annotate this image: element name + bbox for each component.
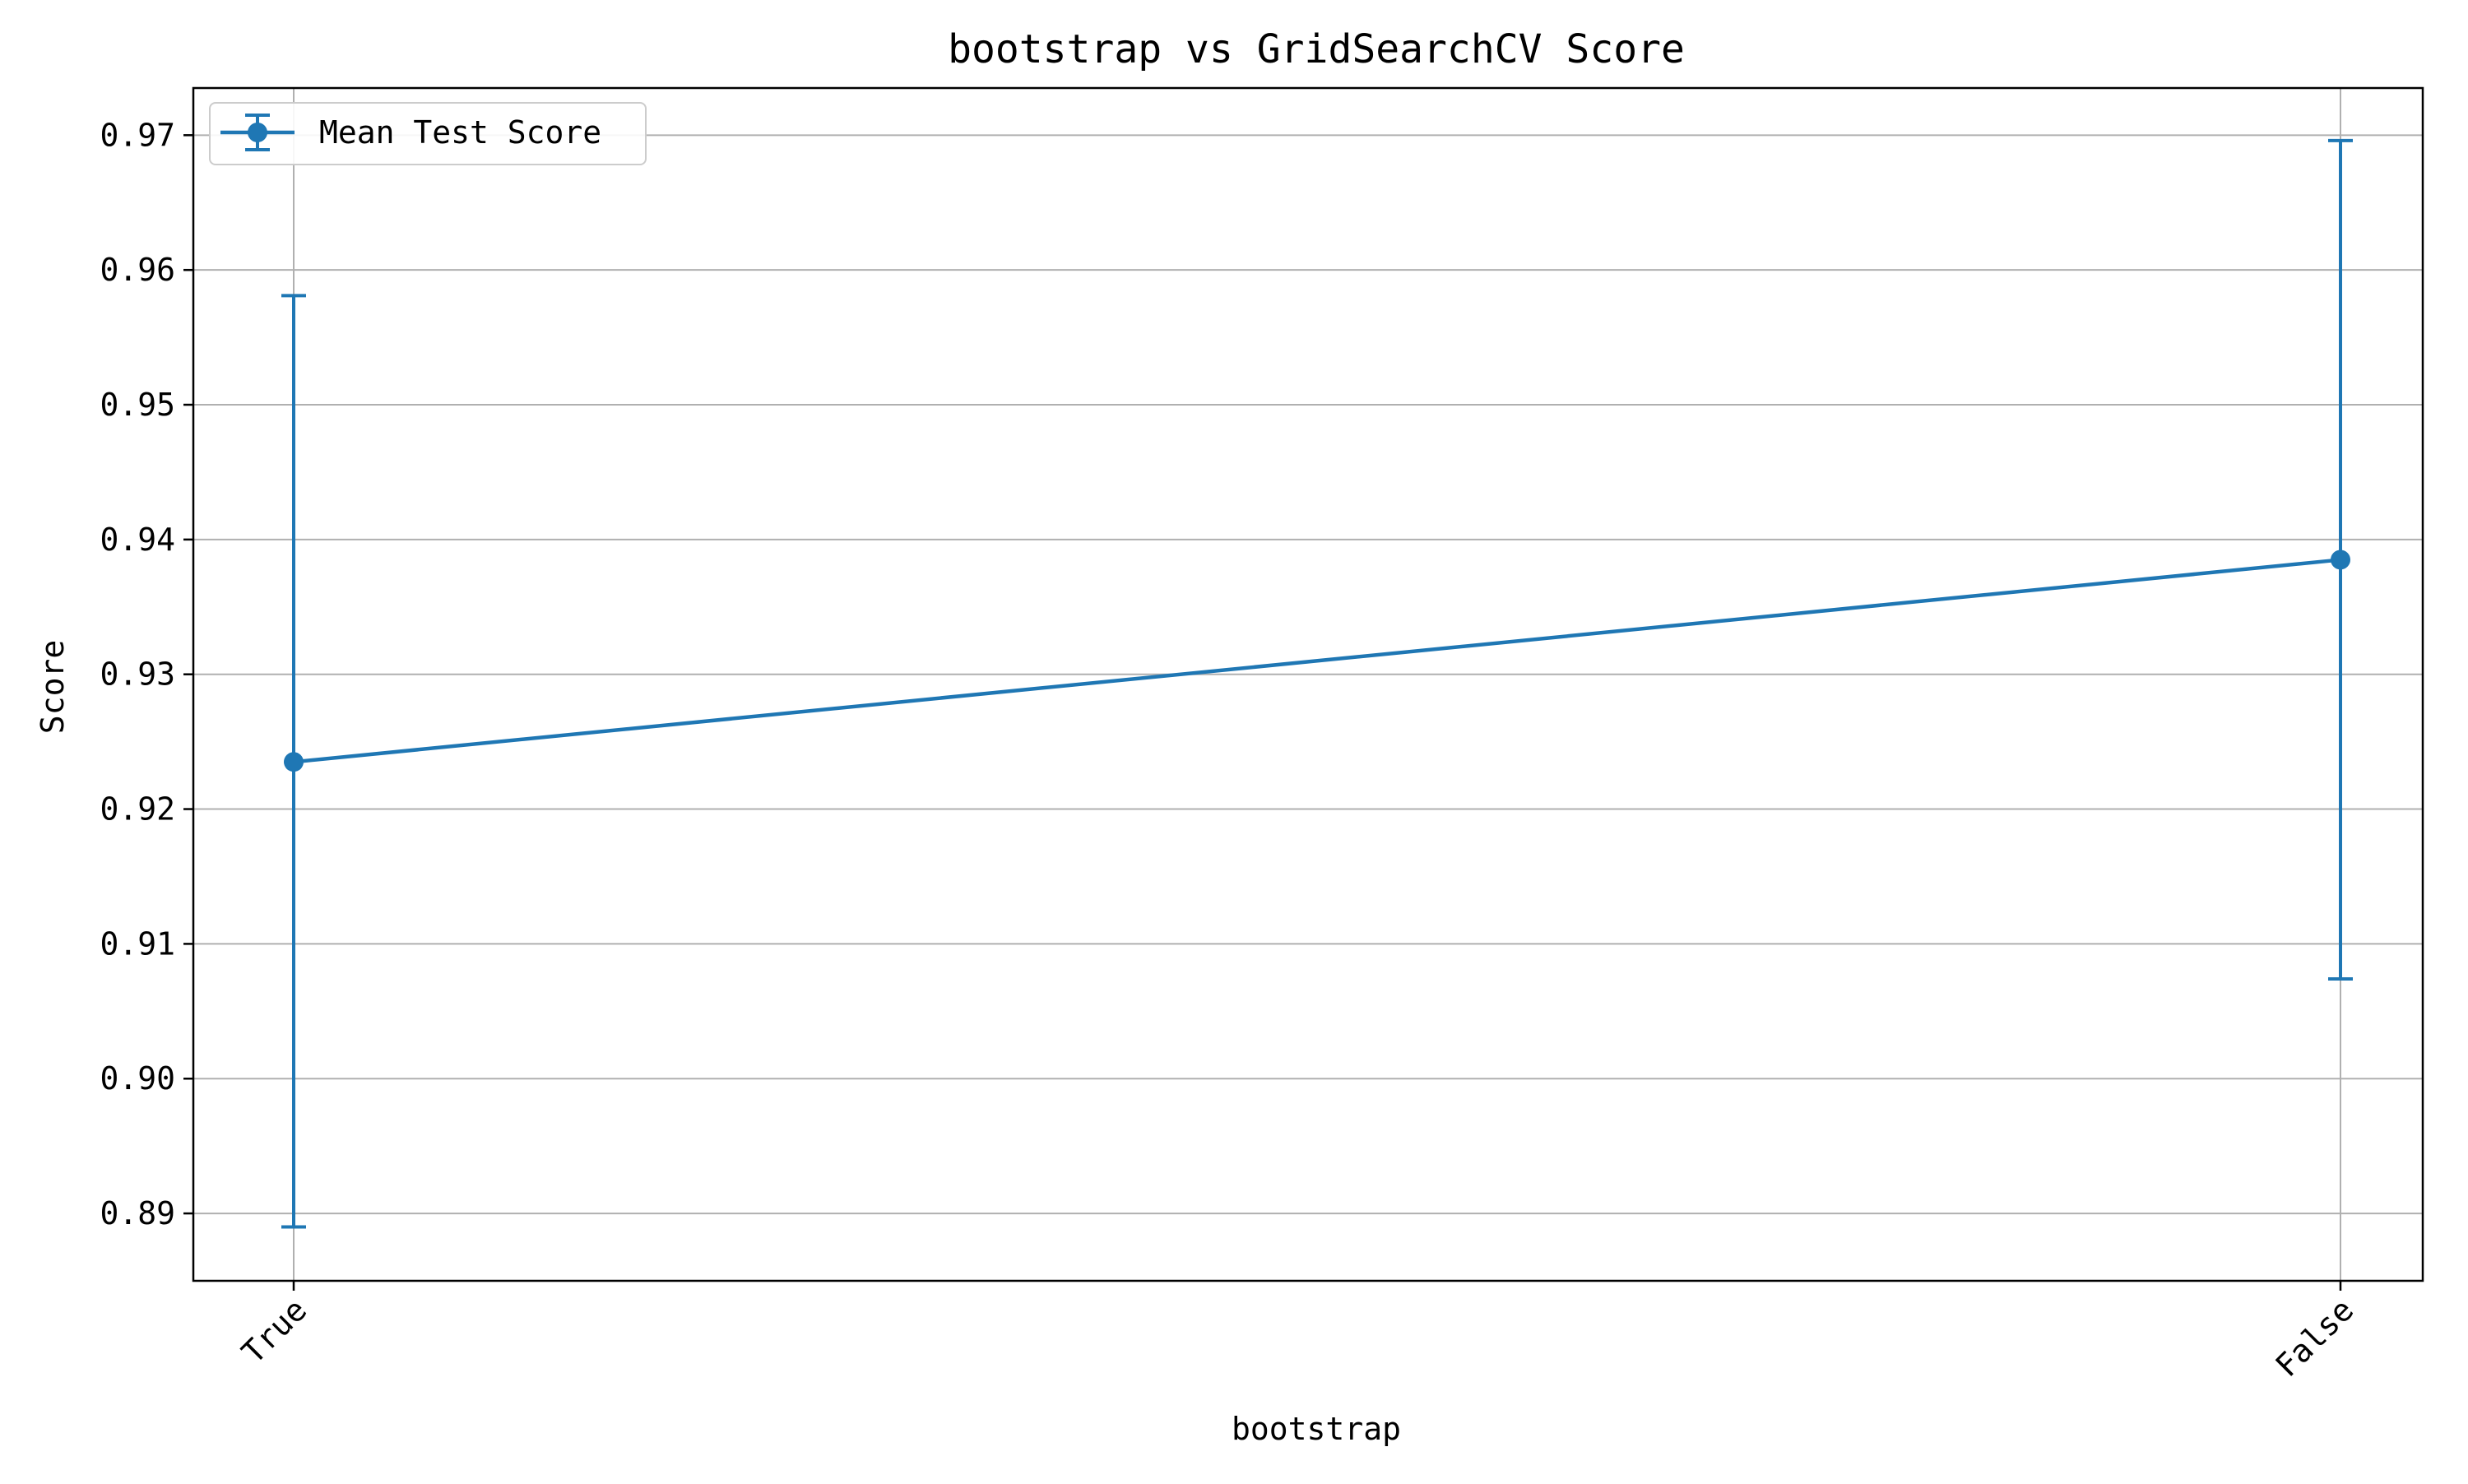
series-line bbox=[293, 558, 2341, 764]
y-ticks: 0.89 0.90 0.91 0.92 0.93 0.94 0.95 0.96 0.97 bbox=[100, 117, 193, 1231]
y-tick-label: 0.93 bbox=[100, 656, 175, 693]
y-tick-label: 0.96 bbox=[100, 252, 175, 288]
y-tick-label: 0.91 bbox=[100, 925, 175, 962]
plot-frame bbox=[192, 86, 2424, 1282]
legend: Mean Test Score bbox=[209, 102, 647, 165]
legend-box bbox=[209, 102, 647, 165]
legend-marker bbox=[220, 114, 295, 151]
data-point bbox=[284, 752, 304, 772]
y-tick-label: 0.92 bbox=[100, 791, 175, 828]
y-tick-label: 0.97 bbox=[100, 117, 175, 153]
data-point bbox=[2331, 550, 2350, 570]
y-tick-label: 0.89 bbox=[100, 1195, 175, 1231]
series-layer bbox=[281, 138, 2353, 1229]
y-axis-label: Score bbox=[35, 640, 71, 734]
y-tick-label: 0.94 bbox=[100, 522, 175, 558]
y-tick-label: 0.95 bbox=[100, 387, 175, 423]
legend-label: Mean Test Score bbox=[319, 114, 601, 151]
legend-dot bbox=[248, 123, 267, 142]
x-axis-label: bootstrap bbox=[1232, 1411, 1401, 1447]
y-tick-label: 0.90 bbox=[100, 1060, 175, 1097]
chart-title: bootstrap vs GridSearchCV Score bbox=[948, 26, 1685, 72]
